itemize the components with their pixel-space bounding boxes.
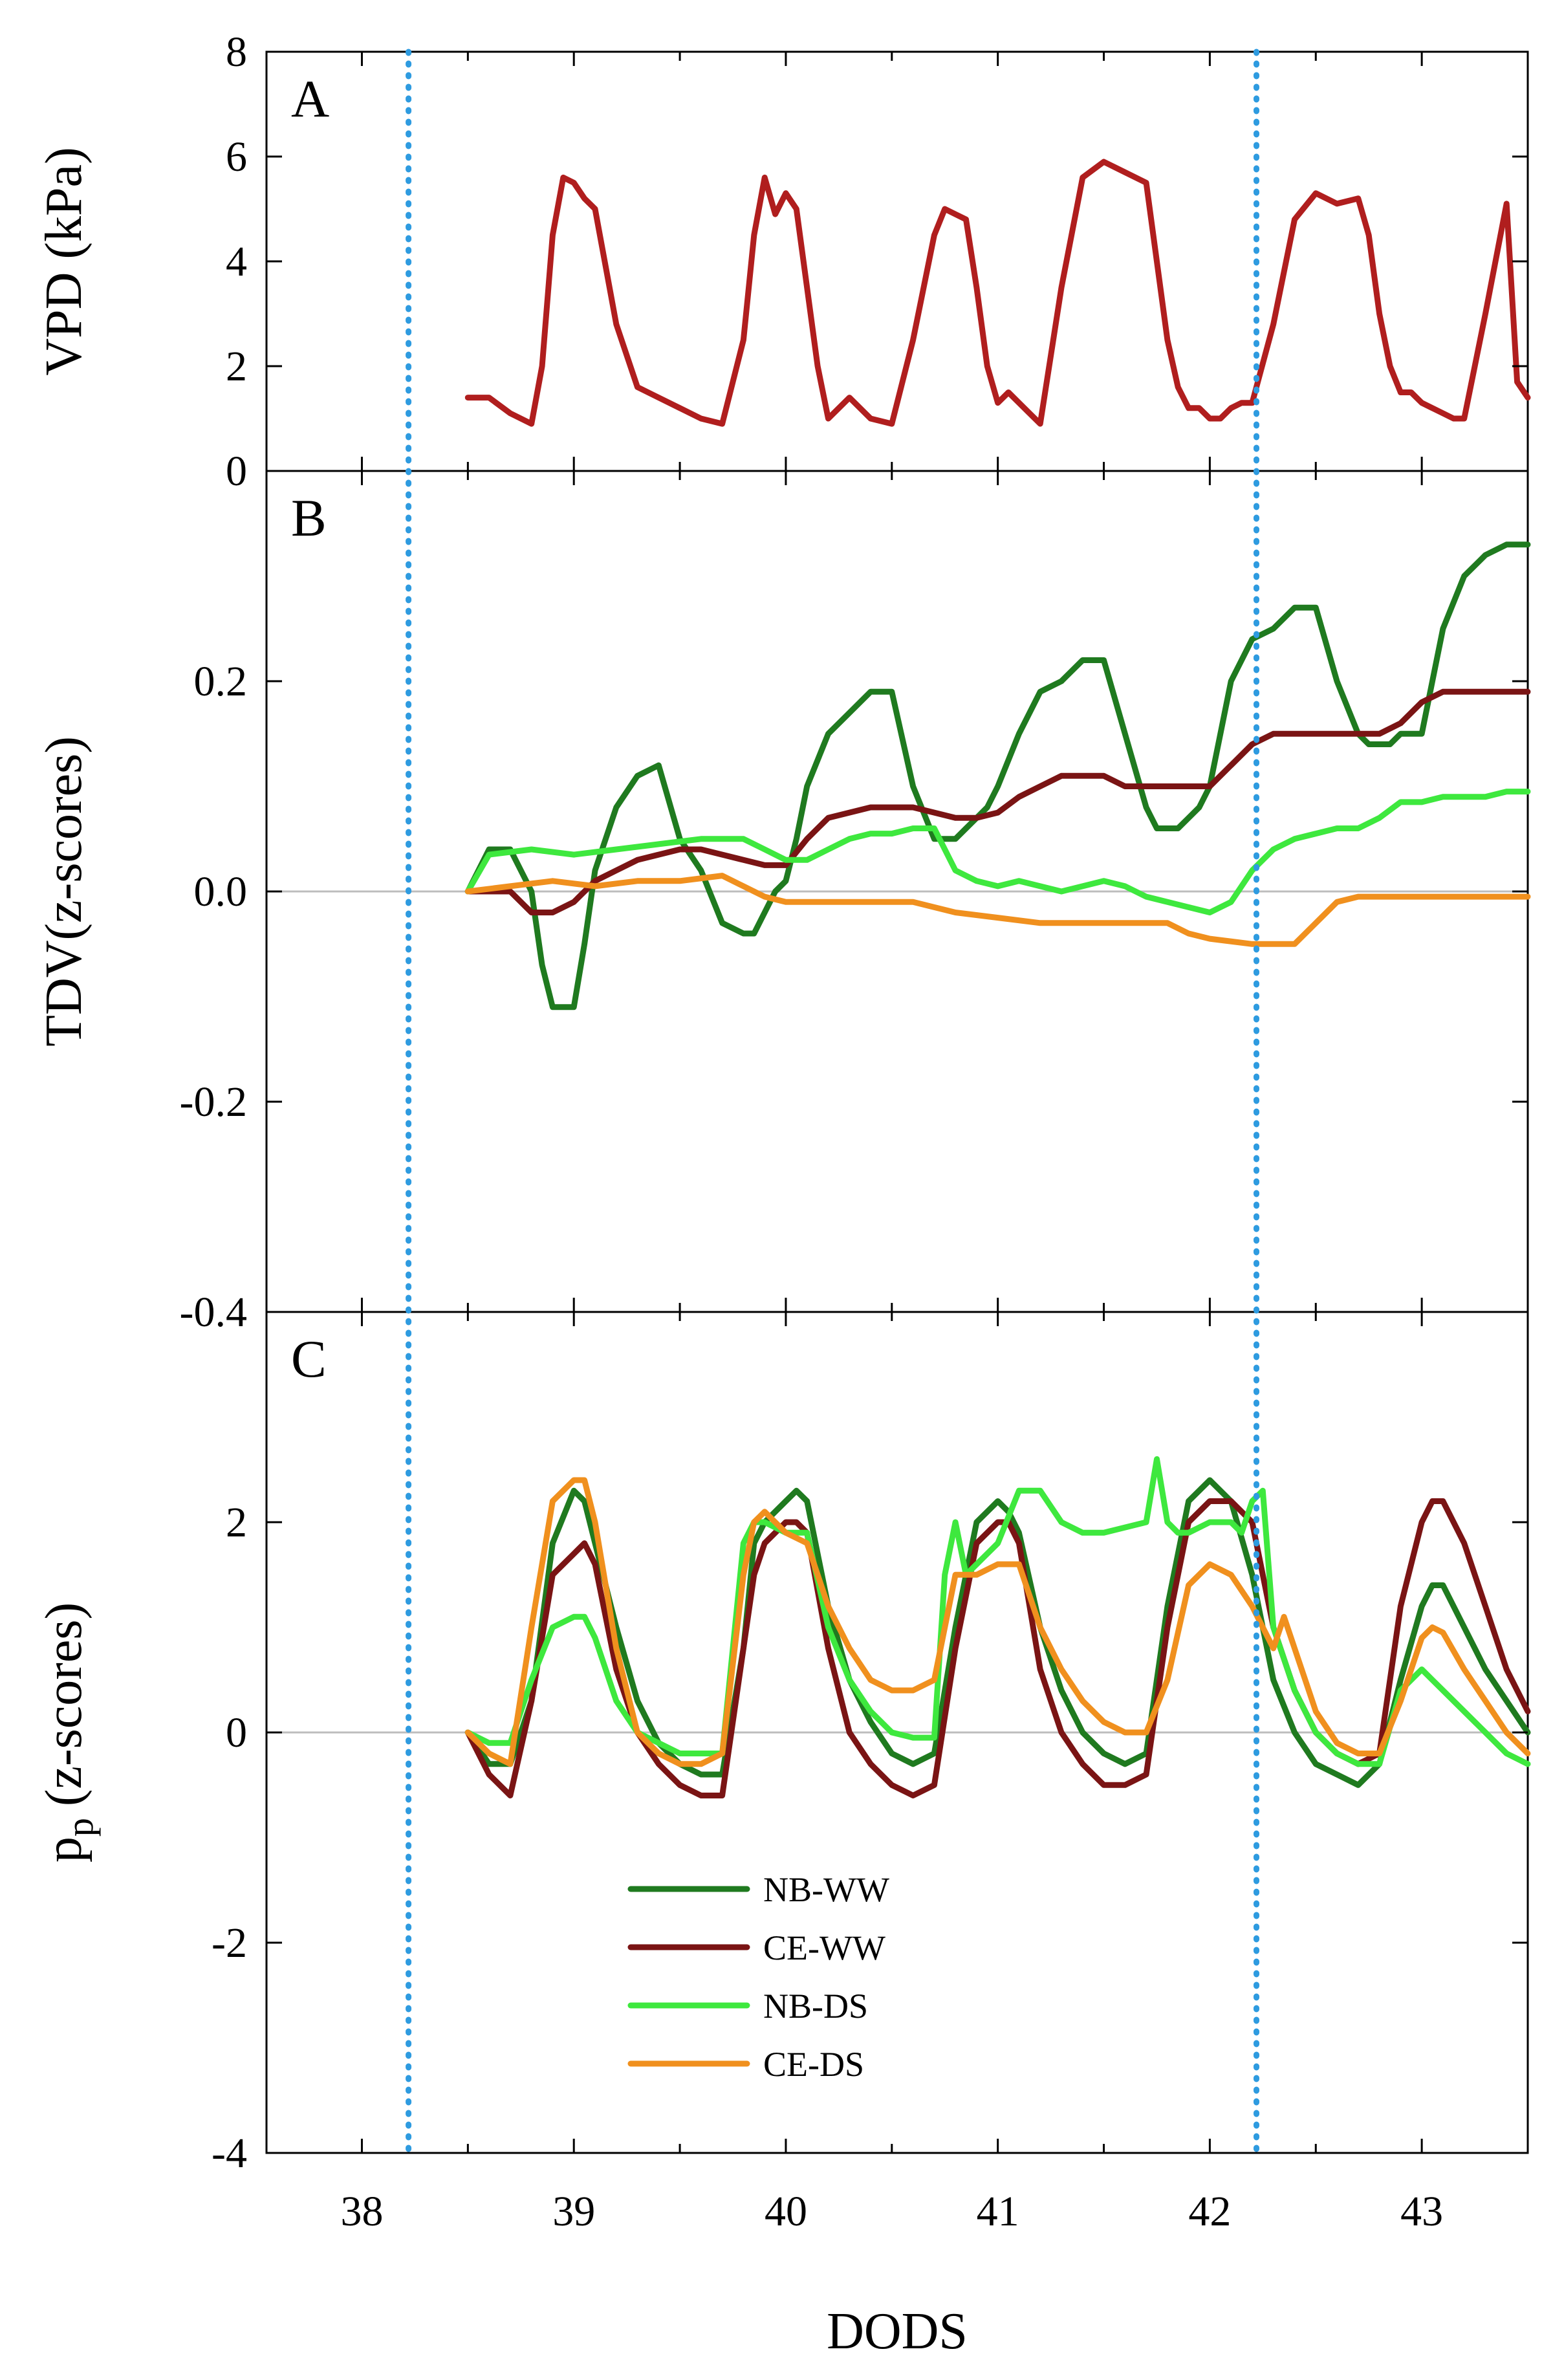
legend-label-ce-ww: CE-WW	[763, 1928, 885, 1967]
panel-C-series-nb-ww	[464, 1477, 1531, 1788]
panel-C-series-nb-ds	[464, 1456, 1531, 1767]
panel-A-ytick-label: 2	[226, 343, 247, 390]
panel-B-y-axis-label: TDV(z-scores)	[36, 736, 92, 1047]
axis-labels: 0 2 4 6 8A -0.4 -0.2 0.0 0.2 B -4 -2 0 2 C 38 39 40 41 42 43…	[36, 28, 1443, 2360]
xtick-label: 43	[1400, 2188, 1443, 2235]
panel-C-ytick-label: -4	[212, 2130, 247, 2177]
legend: NB-WW CE-WW NB-DS CE-DS	[627, 1870, 889, 2084]
panel-C-ylabel-main: p	[36, 1837, 92, 1862]
panel-B-series-nb-ww	[464, 541, 1531, 1010]
xtick-label: 41	[977, 2188, 1019, 2235]
panel-A-ytick-label: 0	[226, 448, 247, 495]
panel-B-ytick-label: -0.2	[180, 1078, 247, 1126]
xtick-label: 38	[340, 2188, 383, 2235]
panel-B-series-nb-ds	[464, 789, 1531, 915]
xtick-label: 39	[552, 2188, 595, 2235]
xtick-label: 42	[1188, 2188, 1231, 2235]
axis-ticks	[266, 50, 1528, 2154]
panel-C-ylabel-subscript: p	[59, 1818, 101, 1837]
panel-A-ytick-label: 8	[226, 28, 247, 76]
panel-A-y-axis-label: VPD (kPa)	[36, 147, 92, 375]
panel-C-ytick-label: 2	[226, 1499, 247, 1546]
panel-C-series-ce-ds	[464, 1477, 1531, 1767]
panel-B-ytick-label: 0.0	[194, 868, 248, 915]
panel-A-series-vpd	[464, 158, 1531, 427]
panel-C-ytick-label: -2	[212, 1919, 247, 1967]
panel-B-ytick-label: -0.4	[180, 1289, 247, 1336]
x-axis-label: DODS	[827, 2303, 968, 2360]
panel-C-letter: C	[291, 1329, 327, 1388]
data-series	[464, 158, 1531, 1798]
panel-B-series-ce-ds	[464, 873, 1531, 947]
legend-label-nb-ww: NB-WW	[763, 1870, 889, 1909]
legend-label-nb-ds: NB-DS	[763, 1987, 868, 2025]
panel-B-series-ce-ww	[464, 688, 1531, 915]
panel-A-letter: A	[291, 69, 329, 128]
panel-B-letter: B	[291, 488, 327, 547]
panel-C-y-axis-label: pp (z-scores)	[36, 1602, 101, 1862]
panel-B-ytick-label: 0.2	[194, 658, 248, 705]
panel-C-ytick-label: 0	[226, 1709, 247, 1756]
panel-C-ylabel-suffix: (z-scores)	[36, 1602, 92, 1806]
panel-frames	[265, 50, 1529, 2154]
panel-A-ytick-label: 6	[226, 133, 247, 180]
vertical-reference-lines	[406, 49, 1260, 2156]
panel-A-ytick-label: 4	[226, 238, 247, 285]
legend-label-ce-ds: CE-DS	[763, 2045, 864, 2084]
xtick-label: 40	[765, 2188, 807, 2235]
